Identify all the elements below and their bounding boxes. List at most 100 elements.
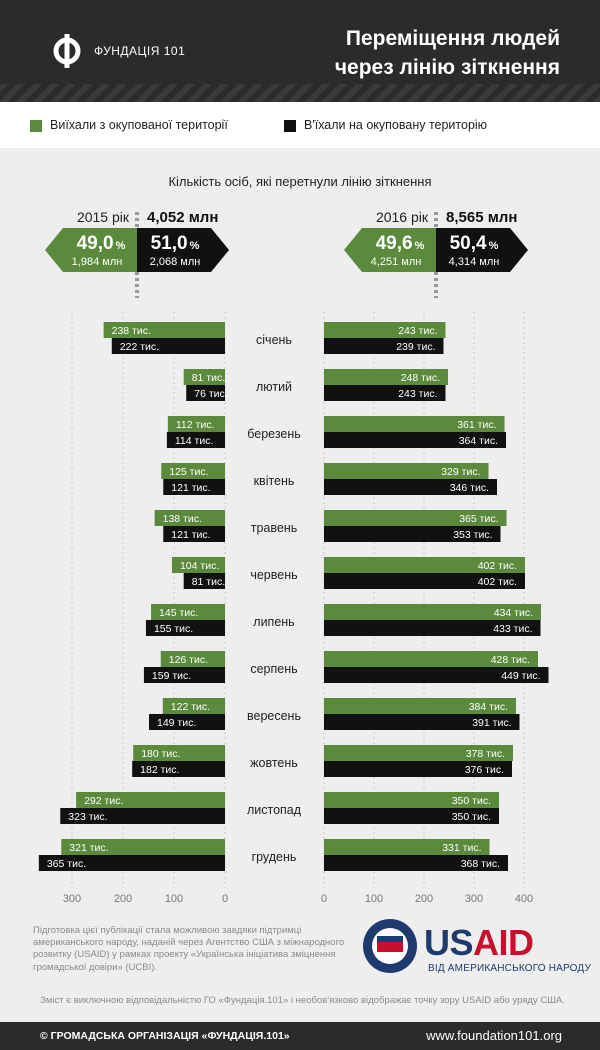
bar-2016-label: 346 тис. bbox=[450, 482, 489, 494]
panel-1-total: 8,565 млн bbox=[446, 209, 517, 226]
panel-0-right-share: 51,0% bbox=[151, 233, 200, 254]
bar-2015-entry bbox=[111, 338, 225, 354]
bar-2016-exit bbox=[324, 792, 499, 808]
bar-2015-label: 182 тис. bbox=[140, 764, 179, 776]
bar-2016-label: 353 тис. bbox=[453, 529, 492, 541]
right-tick-label: 100 bbox=[365, 893, 383, 905]
bar-2015-exit bbox=[154, 510, 225, 526]
left-tick-label: 0 bbox=[222, 893, 228, 905]
chart: Кількість осіб, які перетнули лінію зітк… bbox=[38, 174, 549, 905]
bar-2015-label: 114 тис. bbox=[175, 435, 214, 447]
month-label: серпень bbox=[250, 662, 297, 676]
bar-2015-entry bbox=[38, 855, 225, 871]
bar-2016-label: 434 тис. bbox=[494, 607, 533, 619]
bar-2016-label: 248 тис. bbox=[401, 372, 440, 384]
bar-2016-label: 243 тис. bbox=[398, 388, 437, 400]
bar-2015-label: 122 тис. bbox=[171, 701, 210, 713]
left-tick-label: 100 bbox=[165, 893, 183, 905]
bar-2016-entry bbox=[324, 338, 444, 354]
legend-left-label: Виїхали з окупованої території bbox=[50, 118, 228, 132]
bar-2015-label: 138 тис. bbox=[163, 513, 202, 525]
bar-2016-label: 365 тис. bbox=[459, 513, 498, 525]
bar-2016-label: 368 тис. bbox=[461, 858, 500, 870]
bar-2016-entry bbox=[324, 432, 506, 448]
bar-2015-exit bbox=[61, 839, 225, 855]
bar-2015-exit bbox=[151, 604, 225, 620]
bar-2016-exit bbox=[324, 839, 490, 855]
month-label: вересень bbox=[247, 709, 301, 723]
bar-2016-label: 243 тис. bbox=[398, 325, 437, 337]
bar-2015-label: 149 тис. bbox=[157, 717, 196, 729]
right-tick-label: 300 bbox=[465, 893, 483, 905]
bar-2016-label: 239 тис. bbox=[396, 341, 435, 353]
bar-2016-exit bbox=[324, 698, 516, 714]
left-tick-label: 200 bbox=[114, 893, 132, 905]
bar-2015-exit bbox=[161, 463, 225, 479]
header-texture bbox=[0, 84, 600, 102]
bar-2016-entry bbox=[324, 620, 541, 636]
bar-2015-exit bbox=[133, 745, 225, 761]
bar-2015-entry bbox=[132, 761, 225, 777]
bar-2015-exit bbox=[167, 416, 225, 432]
chart-title: Кількість осіб, які перетнули лінію зітк… bbox=[168, 174, 431, 189]
bar-2015-label: 238 тис. bbox=[112, 325, 151, 337]
bar-2015-entry bbox=[60, 808, 225, 824]
month-label: липень bbox=[253, 615, 294, 629]
usaid-tagline: ВІД АМЕРИКАНСЬКОГО НАРОДУ bbox=[428, 963, 592, 974]
bar-2015-exit bbox=[76, 792, 225, 808]
left-tick-label: 300 bbox=[63, 893, 81, 905]
bar-2016-label: 433 тис. bbox=[493, 623, 532, 635]
bar-2016-entry bbox=[324, 761, 512, 777]
bar-2015-label: 104 тис. bbox=[180, 560, 219, 572]
bar-2015-label: 323 тис. bbox=[68, 811, 107, 823]
bar-2015-label: 155 тис. bbox=[154, 623, 193, 635]
bar-2015-entry bbox=[186, 385, 225, 401]
bar-2015-label: 81 тис. bbox=[192, 576, 225, 588]
bar-2016-entry bbox=[324, 667, 549, 683]
usaid-logo-part1: US bbox=[424, 922, 474, 963]
disclaimer: Зміст є виключною відповідальністю ГО «Ф… bbox=[40, 995, 565, 1006]
bar-2016-entry bbox=[324, 714, 520, 730]
bar-2015-label: 121 тис. bbox=[171, 482, 210, 494]
bar-2016-entry bbox=[324, 855, 508, 871]
bar-2015-label: 145 тис. bbox=[159, 607, 198, 619]
bar-2016-exit bbox=[324, 416, 505, 432]
bar-2015-exit bbox=[103, 322, 225, 338]
bar-2015-label: 159 тис. bbox=[152, 670, 191, 682]
bar-2016-label: 428 тис. bbox=[491, 654, 530, 666]
bar-2016-entry bbox=[324, 573, 525, 589]
bar-2015-entry bbox=[145, 620, 225, 636]
bar-2015-label: 292 тис. bbox=[84, 795, 123, 807]
bar-2016-exit bbox=[324, 745, 513, 761]
panel-0-year: 2015 рік bbox=[77, 209, 130, 225]
bar-2016-exit bbox=[324, 651, 538, 667]
page-title: Переміщення людей через лінію зіткнення bbox=[335, 24, 560, 82]
bar-2015-label: 76 тис. bbox=[194, 388, 227, 400]
bar-2015-exit bbox=[183, 369, 225, 385]
bar-2016-exit bbox=[324, 369, 448, 385]
legend-right-label: В'їхали на окуповану територію bbox=[304, 118, 488, 132]
bar-2016-entry bbox=[324, 479, 497, 495]
bar-2016-label: 402 тис. bbox=[478, 576, 517, 588]
right-tick-label: 200 bbox=[415, 893, 433, 905]
bar-2015-label: 126 тис. bbox=[169, 654, 208, 666]
bar-2016-label: 364 тис. bbox=[459, 435, 498, 447]
bar-2016-label: 391 тис. bbox=[472, 717, 511, 729]
bar-2016-exit bbox=[324, 322, 446, 338]
bar-2016-label: 449 тис. bbox=[501, 670, 540, 682]
bar-2016-entry bbox=[324, 385, 446, 401]
bar-2016-label: 361 тис. bbox=[457, 419, 496, 431]
month-label: грудень bbox=[252, 850, 297, 864]
logo-text: ФУНДАЦІЯ 101 bbox=[94, 44, 186, 58]
bar-2015-entry bbox=[166, 432, 225, 448]
panel-1-right-share: 50,4% bbox=[450, 233, 499, 254]
bar-2015-label: 112 тис. bbox=[176, 419, 215, 431]
bar-2016-label: 376 тис. bbox=[465, 764, 504, 776]
footer-website-link[interactable]: www.foundation101.org bbox=[426, 1028, 562, 1043]
legend: Виїхали з окупованої території В'їхали н… bbox=[0, 102, 600, 148]
footer: © ГРОМАДСЬКА ОРГАНІЗАЦІЯ «ФУНДАЦІЯ.101» … bbox=[0, 1022, 600, 1050]
bar-2015-label: 321 тис. bbox=[69, 842, 108, 854]
bar-2015-label: 365 тис. bbox=[47, 858, 86, 870]
month-label: жовтень bbox=[250, 756, 298, 770]
